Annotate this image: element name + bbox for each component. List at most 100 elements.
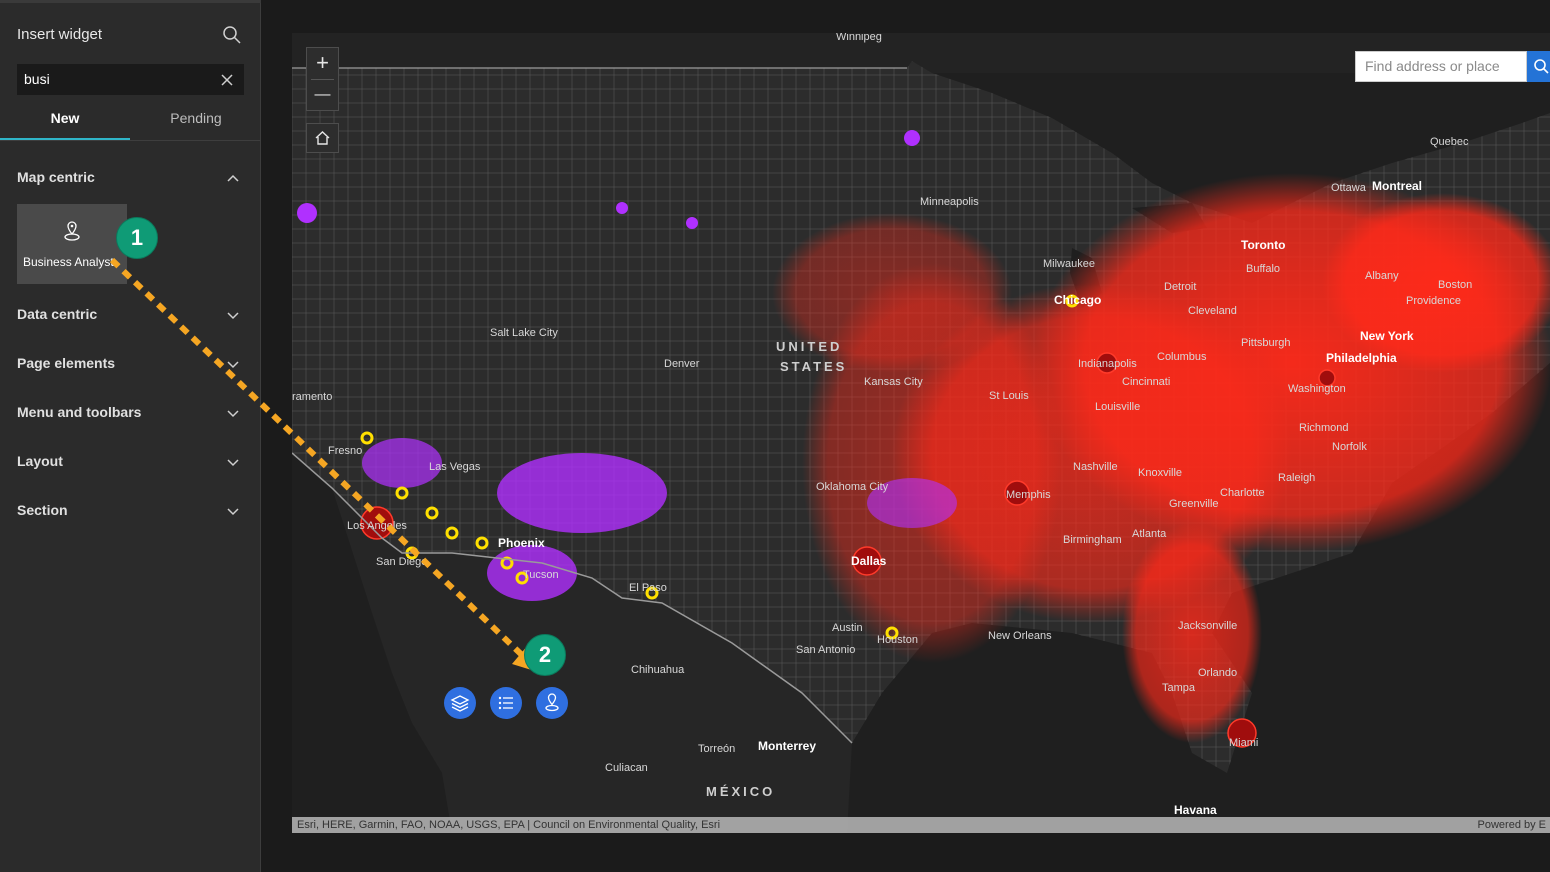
map-label: Orlando [1198,667,1238,679]
widget-label: Business Analyst [23,255,114,269]
map-label: STATES [780,359,848,374]
map-basemap [292,33,1550,833]
map-label: San Diego [376,556,428,568]
map-label: Boston [1438,279,1473,291]
map-label: Albany [1365,270,1399,282]
map-label: St Louis [989,390,1029,402]
map-label: Montreal [1372,179,1423,193]
map-label: Oklahoma City [816,481,889,493]
section-map-centric[interactable]: Map centric [17,169,242,191]
map-label: Las Vegas [429,461,481,473]
business-analyst-widget-card[interactable]: Business Analyst [17,204,127,284]
map-label: Toronto [1241,238,1286,252]
map-label: Minneapolis [920,196,979,208]
map-label: Nashville [1073,461,1118,473]
map-label: Chihuahua [631,664,685,676]
chevron-down-icon [227,312,239,320]
business-analyst-button[interactable] [536,687,568,719]
map-label: New Orleans [988,630,1052,642]
map-label: Pittsburgh [1241,337,1291,349]
map-label: Columbus [1157,351,1207,363]
map-label: Norfolk [1332,441,1367,453]
widget-search-input[interactable] [17,64,244,95]
map-label: Atlanta [1132,528,1167,540]
chevron-down-icon [227,459,239,467]
map-label: Dallas [851,554,887,568]
map-label: Los Angeles [347,520,407,532]
zoom-in-button[interactable]: + [316,50,329,75]
map-label: Birmingham [1063,534,1122,546]
section-layout[interactable]: Layout [17,453,242,475]
section-label: Section [17,502,68,518]
section-label: Page elements [17,355,116,371]
map-label: Tampa [1162,682,1196,694]
legend-list-button[interactable] [490,687,522,719]
map-label: Milwaukee [1043,258,1095,270]
attribution-text: Esri, HERE, Garmin, FAO, NOAA, USGS, EPA… [297,819,721,831]
map-label: ramento [292,391,333,403]
map-view[interactable]: Winnipeg Quebec Ottawa Montreal Toronto … [292,33,1550,833]
tab-pending[interactable]: Pending [170,110,222,126]
zoom-control: + — [306,47,339,111]
section-label: Layout [17,453,63,469]
map-label: El Paso [629,582,667,594]
map-label: Winnipeg [836,33,882,43]
step-badge-2: 2 [524,634,566,676]
layers-button[interactable] [444,687,476,719]
map-label: Raleigh [1278,472,1316,484]
map-label: Cincinnati [1122,376,1171,388]
address-search-button[interactable] [1527,51,1550,82]
map-label: Richmond [1299,422,1349,434]
map-attribution: Esri, HERE, Garmin, FAO, NOAA, USGS, EPA… [292,817,1550,833]
powered-by-text[interactable]: Powered by E [1477,819,1546,831]
map-label: Monterrey [758,739,817,753]
map-label: New York [1360,329,1414,343]
map-label: Providence [1406,295,1462,307]
map-label: Denver [664,358,700,370]
section-menu-and-toolbars[interactable]: Menu and toolbars [17,404,242,426]
search-icon [1534,59,1549,74]
tab-new[interactable]: New [0,100,130,140]
list-icon [498,696,513,710]
panel-title: Insert widget [17,26,103,43]
zoom-out-button[interactable]: — [314,86,331,103]
map-label: Austin [832,622,863,634]
map-label: Chicago [1054,293,1102,307]
map-label: Indianapolis [1078,358,1137,370]
map-label: Knoxville [1138,467,1183,479]
search-icon[interactable] [222,25,242,45]
zoom-divider [311,79,334,80]
section-label: Data centric [17,306,98,322]
map-label: Jacksonville [1178,620,1238,632]
map-label: Havana [1174,803,1217,817]
map-label: Miami [1229,737,1259,749]
home-icon [315,131,330,145]
panel-top-border [0,0,261,3]
section-section[interactable]: Section [17,502,242,524]
map-label: MÉXICO [706,784,776,799]
map-label: Fresno [328,445,363,457]
step-badge-1: 1 [116,217,158,259]
section-page-elements[interactable]: Page elements [17,355,242,377]
chevron-up-icon [227,174,239,182]
map-label: Greenville [1169,498,1219,510]
map-label: Buffalo [1246,263,1281,275]
chevron-down-icon [227,361,239,369]
map-label: Louisville [1095,401,1141,413]
map-label: Memphis [1006,489,1051,501]
chevron-down-icon [227,508,239,516]
section-data-centric[interactable]: Data centric [17,306,242,328]
map-label: UNITED [776,339,843,354]
map-label: Charlotte [1220,487,1265,499]
section-label: Menu and toolbars [17,404,142,420]
address-search-input[interactable]: Find address or place [1355,51,1527,82]
map-label: Salt Lake City [490,327,558,339]
business-analyst-icon [545,693,559,712]
map-label: Torreón [698,743,736,755]
home-button[interactable] [306,123,339,153]
map-label: Cleveland [1188,305,1237,317]
map-label: Philadelphia [1326,351,1397,365]
chevron-down-icon [227,410,239,418]
close-icon[interactable] [219,72,235,88]
widget-search-value: busi [24,71,50,87]
